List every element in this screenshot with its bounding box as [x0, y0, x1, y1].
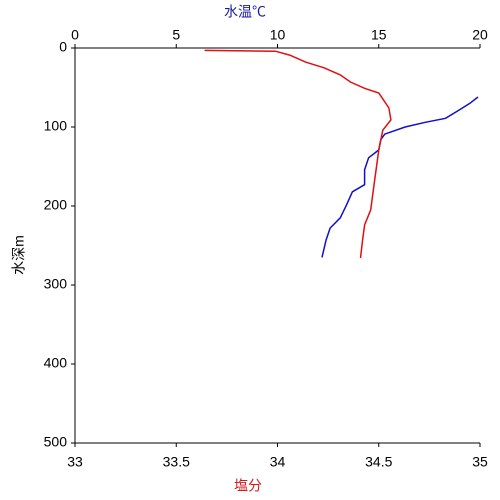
top-axis-title: 水温℃	[224, 4, 266, 20]
x-tick-label: 34	[270, 454, 286, 470]
profile-line	[321, 96, 479, 258]
x2-tick-label: 15	[371, 27, 387, 43]
x-tick-label: 33	[67, 454, 83, 470]
x2-tick-label: 10	[270, 27, 286, 43]
x2-tick-label: 20	[472, 27, 488, 43]
x2-tick-label: 5	[172, 27, 180, 43]
y-tick-label: 500	[44, 434, 68, 450]
x-tick-label: 34.5	[365, 454, 392, 470]
x-tick-label: 33.5	[163, 454, 190, 470]
profile-line	[204, 49, 392, 259]
y-tick-label: 300	[44, 276, 68, 292]
y-tick-label: 0	[59, 39, 67, 55]
x-tick-label: 35	[472, 454, 488, 470]
y-tick-label: 400	[44, 355, 68, 371]
y-axis-title: 水深m	[11, 235, 27, 275]
x2-tick-label: 0	[71, 27, 79, 43]
bottom-axis-title: 塩分	[234, 478, 262, 494]
y-tick-label: 200	[44, 197, 68, 213]
y-tick-label: 100	[44, 118, 68, 134]
